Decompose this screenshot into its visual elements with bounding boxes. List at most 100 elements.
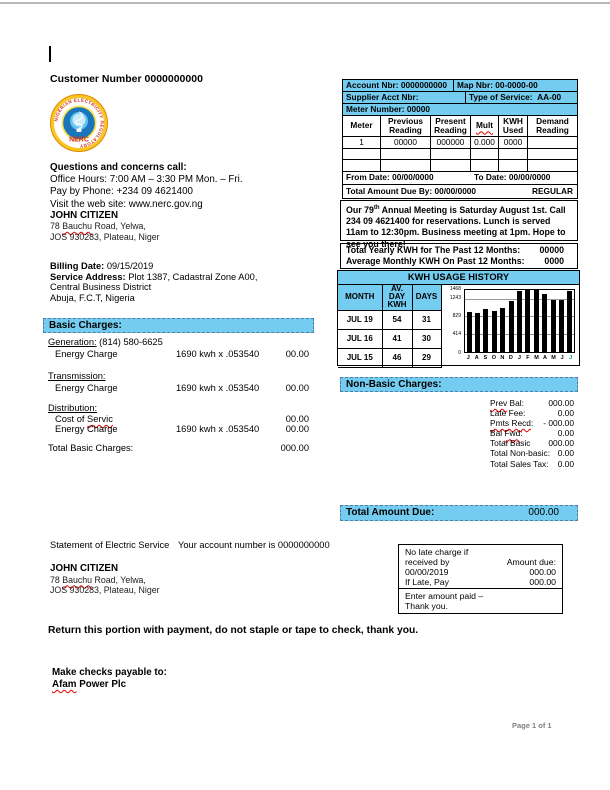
chart-y-tick-label: 1243: [449, 295, 461, 302]
meter-table-header: Meter Previous Reading Present Reading M…: [343, 116, 577, 137]
monthly-kwh-row: Average Monthly KWH On Past 12 Months: 00…: [346, 256, 564, 266]
enter-amount-line: Enter amount paid –: [405, 591, 484, 601]
kwh-totals-box: Total Yearly KWH for The Past 12 Months:…: [340, 243, 578, 269]
chart-x-label: S: [483, 355, 488, 361]
chart-y-tick-label: 414: [452, 331, 461, 338]
remit-address-line2: JOS 930283, Plateau, Niger: [50, 585, 160, 596]
due-by-status: REGULAR: [531, 185, 573, 196]
chart-x-label: D: [508, 355, 513, 361]
transmission-heading: Transmission:: [48, 371, 106, 381]
customer-name: JOHN CITIZEN: [50, 210, 119, 221]
supplier-row: Supplier Acct Nbr: Type of Service: AA-0…: [343, 92, 577, 104]
nerc-logo-icon: NIGERIAN ELECTRICITY REGULATORY COMMISSI…: [48, 90, 108, 152]
total-basic-row: Total Basic 000.00: [490, 438, 574, 449]
chart-y-tick-label: 1468: [449, 285, 461, 292]
chart-x-label: A: [543, 355, 548, 361]
remit-name: JOHN CITIZEN: [50, 563, 119, 574]
meter-data-row: 1 00000 000000 0.000 0000: [343, 137, 577, 149]
chart-x-label: J: [466, 355, 470, 361]
chart-bar: [500, 307, 506, 352]
prev-bal-row: Prev Bal: 000.00: [490, 398, 574, 408]
col-mult: Mult: [471, 116, 499, 136]
usage-row: JUL 19 54 31: [338, 309, 442, 330]
service-address-line2: Central Business District: [50, 282, 152, 293]
usage-col-av-day-kwh: AV. DAY KWH: [381, 284, 413, 311]
logo-acronym: NERC: [69, 137, 89, 144]
late-fee-row: Late Fee: 0.00: [490, 408, 574, 419]
usage-history-title: KWH USAGE HISTORY: [338, 271, 579, 285]
if-late-row: If Late, Pay 000.00: [405, 577, 556, 587]
non-basic-charges-list: Prev Bal: 000.00 Late Fee: 0.00 Pmts Recd:…: [490, 398, 574, 469]
chart-bar: [542, 293, 548, 352]
col-kwh-used: KWH Used: [499, 116, 528, 136]
transmission-energy-row: Energy Charge 1690 kwh x .053540 00.00: [55, 383, 309, 393]
chart-x-label: M: [551, 355, 556, 361]
meter-number-row: Meter Number: 00000: [343, 104, 577, 116]
chart-y-tick-label: 829: [452, 313, 461, 320]
service-address-line: Service Address: Plot 1387, Cadastral Zo…: [50, 271, 258, 282]
col-meter: Meter: [343, 116, 381, 136]
chart-bars: [465, 290, 574, 352]
service-address-line3: Abuja, F.C.T, Nigeria: [50, 292, 135, 303]
chart-bar: [466, 312, 472, 352]
meter-empty-row: [343, 148, 577, 160]
chart-x-label: F: [526, 355, 530, 361]
remit-address-block: JOHN CITIZEN 78 Bauchu Road, Yelwa, JOS …: [50, 563, 160, 596]
yearly-kwh-row: Total Yearly KWH for The Past 12 Months:…: [346, 245, 564, 255]
chart-bar: [491, 311, 497, 352]
pmts-recd-row: Pmts Recd: - 000.00: [490, 418, 574, 429]
customer-address-line1: 78 Bauchu Road, Yelwa,: [50, 221, 146, 231]
col-present-reading: Present Reading: [431, 116, 471, 136]
chart-y-tick-label: 0: [458, 349, 461, 356]
chart-x-label: M: [534, 355, 539, 361]
total-basic-charges-row: Total Basic Charges: 000.00: [48, 443, 309, 453]
due-by-row: Total Amount Due By: 00/00/0000 REGULAR: [343, 185, 577, 199]
billing-date-line: Billing Date: 09/15/2019: [50, 261, 154, 271]
received-by-row: received by Amount due:: [405, 557, 556, 567]
billing-block: Billing Date: 09/15/2019 Service Address…: [50, 261, 257, 303]
chart-bar: [525, 290, 531, 352]
chart-bar: [533, 290, 539, 352]
payee-name: Afam Power Plc: [52, 679, 127, 690]
generation-energy-row: Energy Charge 1690 kwh x .053540 00.00: [55, 349, 309, 359]
statement-title: Statement of Electric Service: [50, 540, 170, 550]
contact-website: Visit the web site: www.nerc.gov.ng: [50, 198, 203, 210]
total-amount-due-bar: Total Amount Due: 000.00: [340, 505, 578, 521]
customer-address-block: JOHN CITIZEN 78 Bauchu Road, Yelwa, JOS …: [50, 210, 160, 242]
distribution-heading: Distribution:: [48, 403, 98, 413]
return-instruction: Return this portion with payment, do not…: [48, 625, 419, 636]
basic-charges-header: Basic Charges:: [43, 318, 314, 333]
statement-account-number: Your account number is 0000000000: [178, 540, 330, 550]
checks-payable-label: Make checks payable to:: [52, 667, 167, 678]
contact-title: Questions and concerns call:: [50, 162, 187, 173]
total-sales-tax-row: Total Sales Tax: 0.00: [490, 458, 574, 469]
chart-bar: [483, 308, 489, 352]
contact-pay-by-phone: Pay by Phone: +234 09 4621400: [50, 186, 193, 198]
contact-office-hours: Office Hours: 7:00 AM – 3:30 PM Mon. – F…: [50, 174, 243, 186]
no-late-charge-line: No late charge if: [405, 547, 469, 557]
chart-x-label: J: [560, 355, 564, 361]
nerc-logo: NIGERIAN ELECTRICITY REGULATORY COMMISSI…: [48, 90, 108, 152]
remit-address-line1: 78 Bauchu Road, Yelwa,: [50, 574, 146, 585]
bal-fwd-row: Bal Fwd: 0.00: [490, 428, 574, 439]
total-non-basic-row: Total Non-basic: 0.00: [490, 448, 574, 459]
distribution-energy-row: Energy Charge 1690 kwh x .053540 00.00: [55, 424, 309, 434]
page-number: Page 1 of 1: [512, 721, 552, 730]
non-basic-charges-header: Non-Basic Charges:: [340, 377, 578, 392]
cost-of-service-row: Cost of Servic 00.00: [55, 414, 309, 424]
customer-address-line2: JOS 930283, Plateau, Niger: [50, 231, 160, 242]
chart-bar: [508, 300, 514, 352]
due-date-row: 00/00/2019 000.00: [405, 567, 556, 577]
chart-bar: [475, 312, 481, 352]
account-number-row: Account Nbr: 0000000000 Map Nbr: 00-0000…: [343, 80, 577, 92]
chart-bar: [517, 291, 523, 352]
chart-bar: [558, 299, 564, 352]
chart-x-label: J: [517, 355, 521, 361]
chart-x-label: A: [474, 355, 479, 361]
account-meter-table: Account Nbr: 0000000000 Map Nbr: 00-0000…: [342, 79, 578, 199]
chart-x-label: J: [569, 355, 573, 361]
usage-col-days: DAYS: [411, 284, 442, 311]
